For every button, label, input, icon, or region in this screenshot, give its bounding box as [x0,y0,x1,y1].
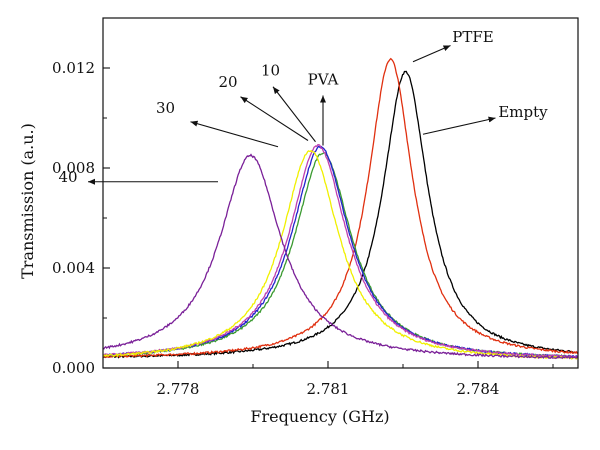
series-line-pva [103,152,578,359]
y-ticks: 0.000 0.004 0.008 0.012 [52,17,110,377]
series-layer [103,57,578,360]
annotation-label-30: 30 [156,99,175,117]
x-tick-label: 2.778 [157,380,200,398]
series-line-40 [103,153,578,360]
series-line-30 [103,149,578,360]
series-line-20 [103,144,578,359]
annotation-label-20: 20 [218,73,237,91]
x-axis-label: Frequency (GHz) [250,407,389,426]
annotation-arrow-10 [272,86,316,143]
series-line-10 [103,145,578,359]
annotation-label-ptfe: PTFE [452,28,493,46]
annotation-label-10: 10 [261,62,280,80]
y-axis-label: Transmission (a.u.) [18,123,37,279]
y-tick-label: 0.012 [52,59,95,77]
annotation-arrow-20 [240,96,309,141]
annotation-label-empty: Empty [498,103,548,121]
plot-frame [102,17,579,369]
y-tick-label: 0.008 [52,159,95,177]
x-tick-label: 2.784 [457,380,500,398]
y-tick-label: 0.000 [52,359,95,377]
annotation-arrow-ptfe [412,44,451,63]
x-ticks: 2.778 2.781 2.784 [102,361,554,398]
annotation-label-pva: PVA [308,70,339,88]
annotations: PTFE Empty PVA 10 20 30 40 [58,28,548,186]
annotation-label-40: 40 [58,168,77,186]
y-tick-label: 0.004 [52,259,95,277]
series-line-ptfe [103,57,578,359]
annotation-arrow-30 [190,120,279,148]
annotation-arrow-empty [422,116,496,135]
series-line-empty [103,70,578,359]
x-tick-label: 2.781 [307,380,350,398]
